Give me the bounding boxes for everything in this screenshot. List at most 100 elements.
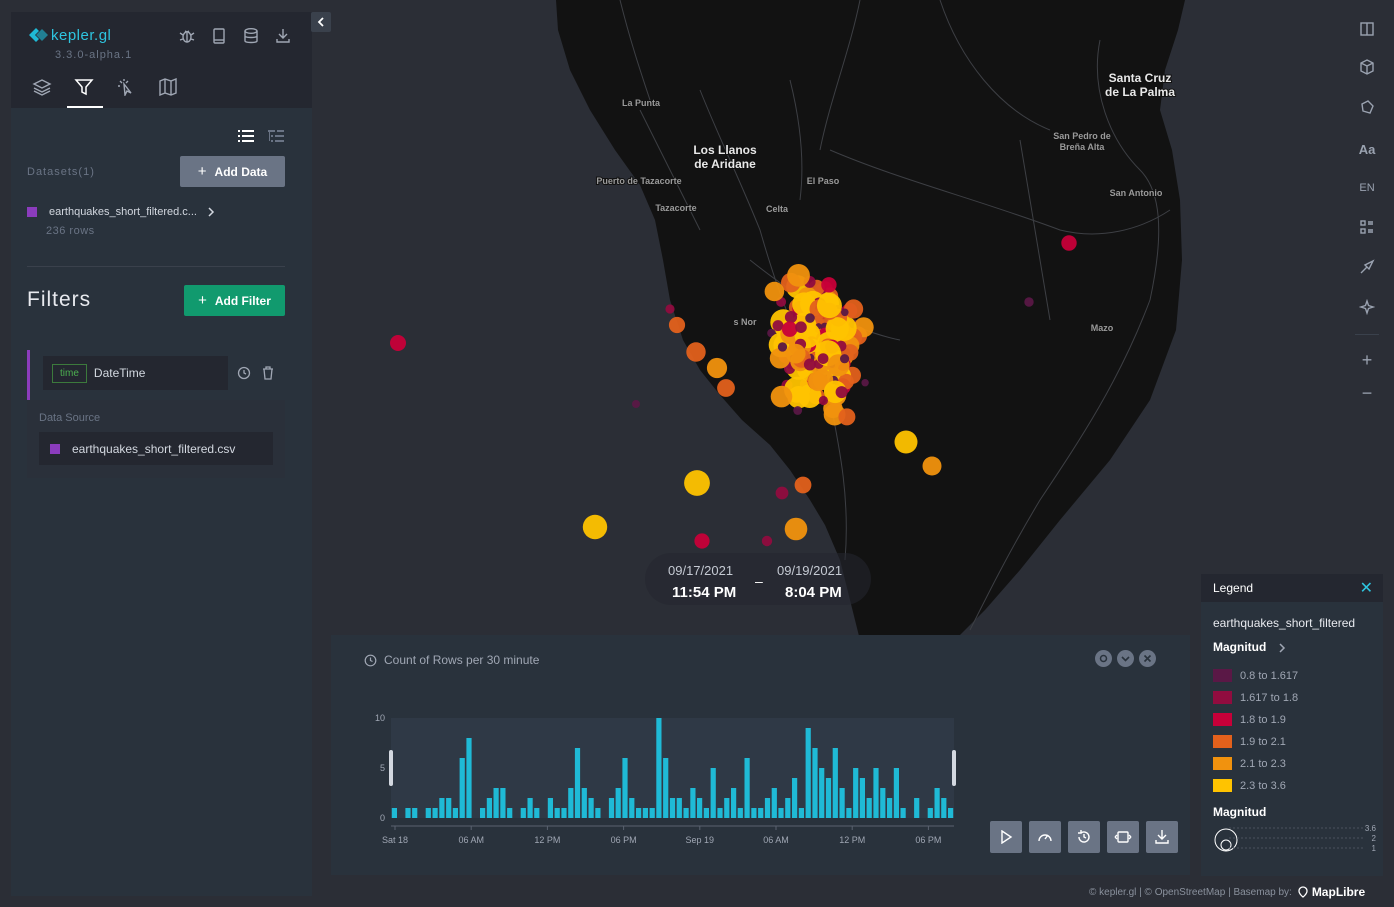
earthquake-point[interactable] [787,264,810,287]
earthquake-point[interactable] [694,533,710,549]
histogram-bar [486,798,492,818]
brush-handle[interactable] [389,750,393,786]
fit-window-button[interactable] [1107,821,1139,853]
earthquake-point[interactable] [844,299,864,319]
earthquake-point[interactable] [632,400,640,408]
locale-button[interactable]: EN [1359,182,1375,194]
earthquake-point[interactable] [835,386,848,399]
minimize-button[interactable] [1117,650,1134,667]
place-label: Celta [766,204,789,214]
data-source-selector[interactable]: earthquakes_short_filtered.csv [39,432,273,465]
earthquake-point[interactable] [818,395,829,406]
3d-view-button[interactable] [1351,52,1383,82]
tree-view-icon[interactable] [268,129,284,143]
database-icon[interactable] [242,27,260,45]
earthquake-point[interactable] [769,347,791,369]
earthquake-point[interactable] [784,517,808,541]
earthquake-point[interactable] [761,535,773,547]
clock-icon[interactable] [237,366,251,380]
histogram-bar [859,778,865,818]
earthquake-point[interactable] [825,317,849,341]
book-icon[interactable] [210,27,228,45]
histogram-bar [703,808,709,818]
earthquake-point[interactable] [717,379,735,397]
brush-button[interactable] [1351,252,1383,282]
earthquake-point[interactable] [894,430,918,454]
earthquake-point[interactable] [816,293,842,319]
add-data-button[interactable]: + Add Data [180,156,285,187]
download-icon[interactable] [274,27,292,45]
history-button[interactable] [1068,821,1100,853]
zoom-out-button[interactable]: − [1361,382,1373,403]
earthquake-point[interactable] [1024,297,1034,307]
draw-button[interactable] [1351,92,1383,122]
close-button[interactable] [1139,650,1156,667]
bug-icon[interactable] [178,27,196,45]
earthquake-point[interactable] [775,486,789,500]
earthquake-point[interactable] [840,354,850,364]
add-filter-button[interactable]: + Add Filter [184,285,285,316]
earthquake-point[interactable] [784,311,798,324]
collapse-sidebar-button[interactable] [311,12,331,32]
maplibre-brand[interactable]: MapLibre [1311,885,1366,899]
histogram-bar [771,788,777,818]
earthquake-point[interactable] [764,281,785,302]
earthquake-points-layer[interactable] [390,235,1077,549]
earthquake-point[interactable] [582,514,608,540]
earthquake-point[interactable] [772,320,784,332]
earthquake-point[interactable] [841,308,849,317]
brush-handle[interactable] [952,750,956,786]
histogram-bar [656,718,662,818]
earthquake-point[interactable] [922,456,942,476]
earthquake-point[interactable] [805,313,815,323]
earthquake-point[interactable] [665,304,675,314]
histogram-bar [391,808,397,818]
effects-button[interactable] [1351,292,1383,322]
chevron-right-icon[interactable] [205,206,217,218]
earthquake-point[interactable] [390,335,406,351]
earthquake-point[interactable] [777,342,788,352]
earthquake-point[interactable] [706,357,728,379]
earthquake-point[interactable] [785,343,806,364]
histogram-bar [432,808,438,818]
histogram-bar [683,808,689,818]
legend-button[interactable] [1351,212,1383,242]
legend-color-field[interactable]: Magnitud [1213,640,1288,654]
earthquake-point[interactable] [793,406,803,415]
map-labels-button[interactable]: Aa [1358,141,1376,157]
list-view-icon[interactable] [238,129,254,143]
earthquake-point[interactable] [861,379,869,387]
earthquake-point[interactable] [1061,235,1077,251]
settings-button[interactable] [1095,650,1112,667]
time-histogram[interactable]: 0 5 10 Sat 18 06 AM 12 PM 06 PM Sep 19 06 AM 12 P… [366,710,966,850]
close-icon[interactable]: ✕ [1359,580,1373,597]
earthquake-point[interactable] [782,321,798,337]
earthquake-point[interactable] [838,408,856,426]
tab-base-map[interactable] [157,78,179,102]
speed-button[interactable] [1029,821,1061,853]
earthquake-point[interactable] [684,470,710,496]
close-icon [1143,654,1152,663]
x-tick-label: Sat 18 [382,835,408,845]
earthquake-point[interactable] [794,476,812,494]
filter-field-selector[interactable]: time DateTime [43,356,228,390]
export-video-button[interactable] [1146,821,1178,853]
earthquake-point[interactable] [795,321,807,334]
tab-filters[interactable] [67,78,103,108]
dataset-item[interactable]: earthquakes_short_filtered.c... [27,206,217,218]
legend-title: Legend [1213,581,1254,595]
earthquake-point[interactable] [686,342,706,362]
tab-interactions[interactable] [115,78,137,102]
tab-layers[interactable] [31,78,53,102]
earthquake-point[interactable] [668,316,686,334]
split-map-button[interactable] [1351,14,1383,44]
filter-panel: time DateTime Data Source earthquakes_sh… [27,350,285,478]
histogram-bar [534,808,540,818]
earthquake-point[interactable] [803,358,816,371]
earthquake-point[interactable] [770,385,793,408]
trash-icon[interactable] [261,366,275,380]
play-button[interactable] [990,821,1022,853]
zoom-in-button[interactable]: + [1361,349,1373,370]
earthquake-point[interactable] [817,353,829,364]
earthquake-point[interactable] [821,277,837,293]
